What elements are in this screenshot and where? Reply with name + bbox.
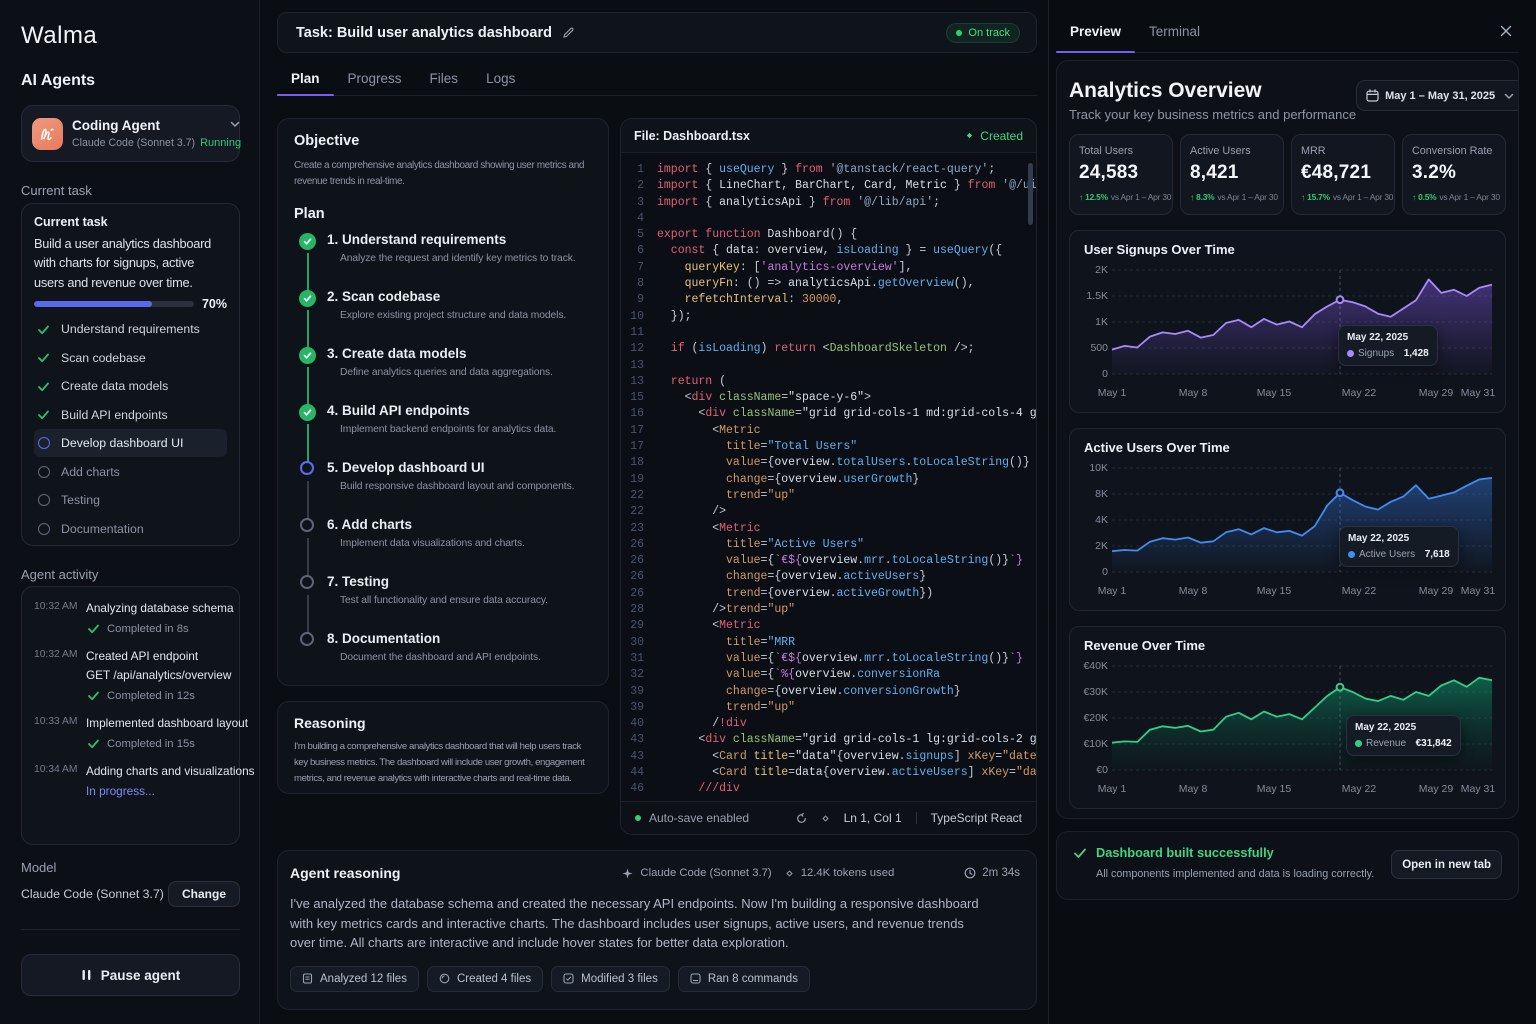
svg-text:May 15: May 15	[1257, 783, 1292, 795]
svg-text:May 1: May 1	[1098, 783, 1127, 795]
svg-text:2K: 2K	[1095, 264, 1108, 276]
svg-text:500: 500	[1090, 342, 1108, 354]
svg-text:May 29: May 29	[1419, 387, 1454, 399]
svg-text:May 22: May 22	[1342, 585, 1377, 597]
svg-text:0: 0	[1102, 368, 1108, 380]
svg-text:May 15: May 15	[1257, 585, 1292, 597]
svg-text:May 22: May 22	[1342, 783, 1377, 795]
svg-text:May 29: May 29	[1419, 783, 1454, 795]
svg-text:10K: 10K	[1089, 462, 1108, 474]
svg-text:May 8: May 8	[1179, 783, 1208, 795]
svg-text:May 31: May 31	[1461, 387, 1496, 399]
svg-text:May 8: May 8	[1179, 387, 1208, 399]
svg-text:0: 0	[1102, 566, 1108, 578]
svg-text:May 15: May 15	[1257, 387, 1292, 399]
svg-text:1K: 1K	[1095, 316, 1108, 328]
svg-text:€30K: €30K	[1083, 686, 1108, 698]
svg-text:2K: 2K	[1095, 540, 1108, 552]
svg-text:May 1: May 1	[1098, 585, 1127, 597]
svg-text:€40K: €40K	[1083, 660, 1108, 672]
svg-text:€10K: €10K	[1083, 738, 1108, 750]
svg-text:May 31: May 31	[1461, 585, 1496, 597]
svg-text:May 29: May 29	[1419, 585, 1454, 597]
svg-text:May 8: May 8	[1179, 585, 1208, 597]
svg-text:4K: 4K	[1095, 514, 1108, 526]
svg-text:8K: 8K	[1095, 488, 1108, 500]
svg-text:€20K: €20K	[1083, 712, 1108, 724]
svg-text:May 31: May 31	[1461, 783, 1496, 795]
svg-text:€0: €0	[1096, 764, 1108, 776]
svg-text:May 1: May 1	[1098, 387, 1127, 399]
svg-text:May 22: May 22	[1342, 387, 1377, 399]
svg-text:1.5K: 1.5K	[1086, 290, 1108, 302]
